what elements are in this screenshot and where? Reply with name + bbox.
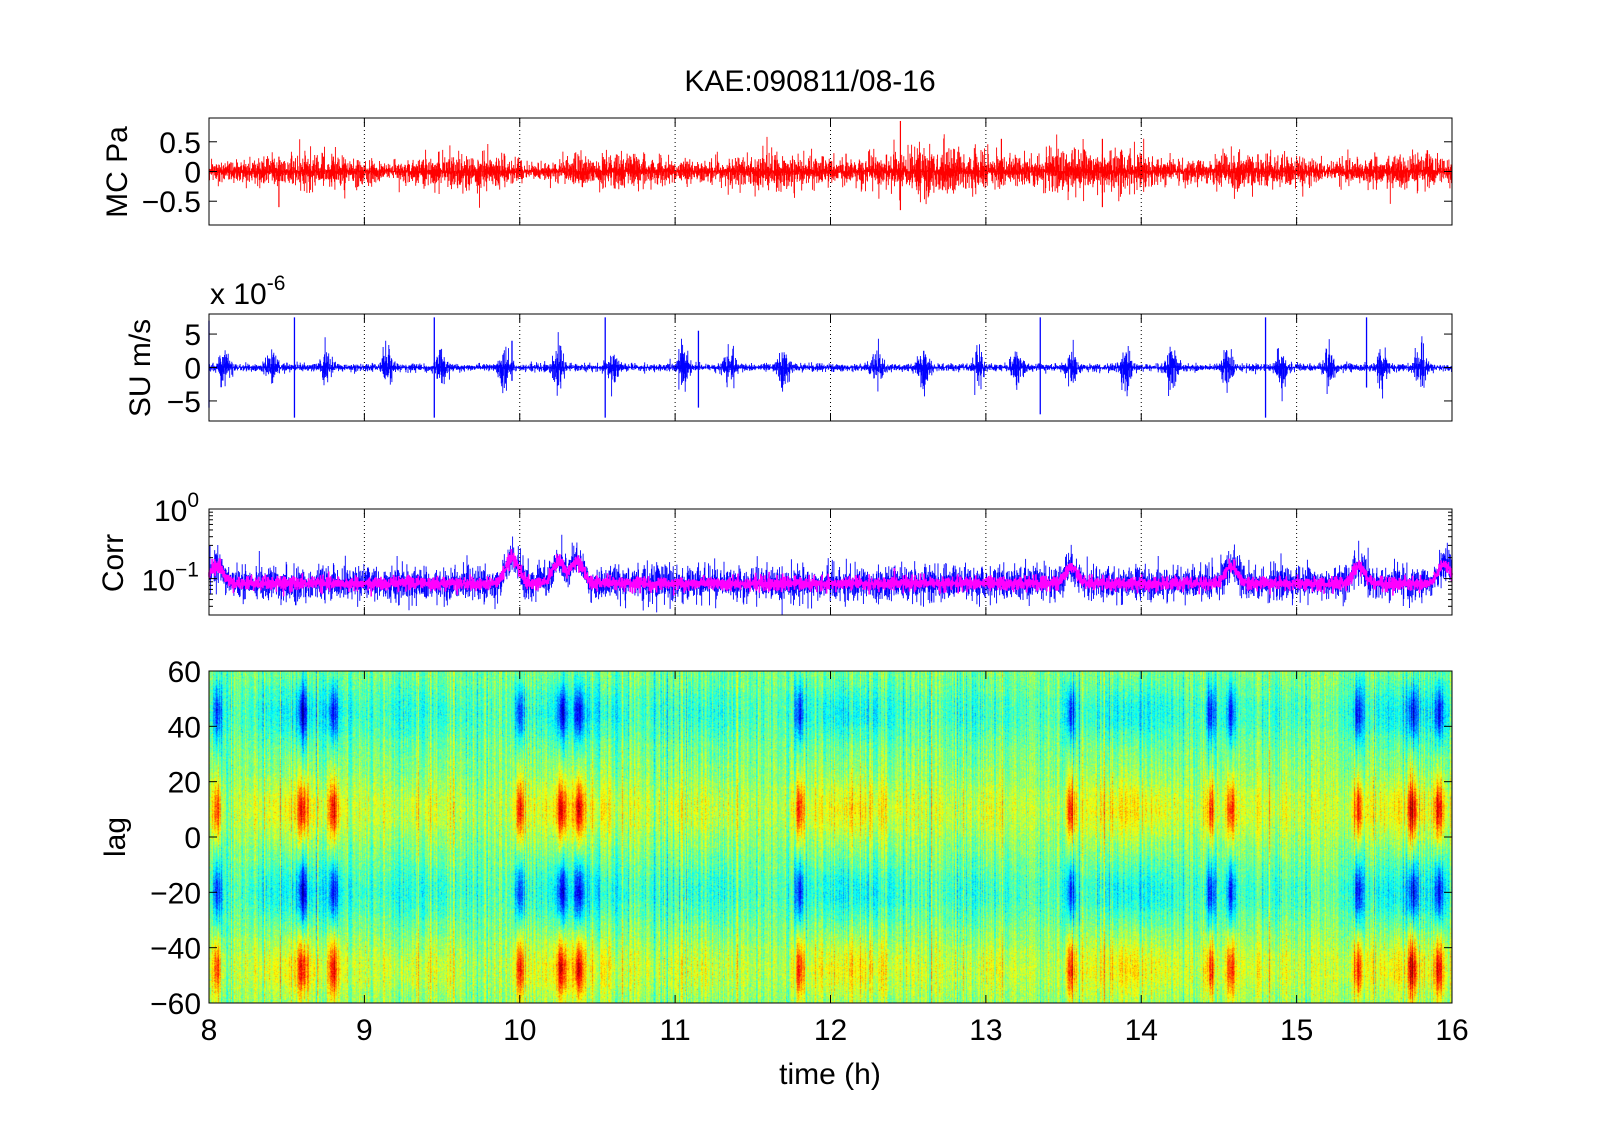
figure-title: KAE:090811/08-16 <box>684 65 935 98</box>
y-tick-label: −60 <box>150 988 201 1021</box>
y-ticks: 0.50−0.5 <box>142 127 1452 219</box>
panel-corr: 100 10−1 Corr <box>97 489 1453 616</box>
y-tick-label: 100 <box>154 489 199 528</box>
y-label: SU m/s <box>124 319 157 417</box>
x-label: time (h) <box>779 1058 881 1091</box>
x-tick-label: 8 <box>201 1014 218 1047</box>
y-label: lag <box>99 817 132 857</box>
y-tick-label: −5 <box>167 386 201 419</box>
y-tick-label: 0 <box>184 353 201 386</box>
y-label: MC Pa <box>101 126 134 218</box>
x-ticks <box>208 314 1453 421</box>
y-tick-label: 10−1 <box>142 559 199 598</box>
y-ticks: 50−5 <box>167 319 1452 419</box>
x-tick-label: 9 <box>356 1014 373 1047</box>
y-tick-label: 20 <box>168 767 201 800</box>
exponent-scale-label: x 10-6 <box>210 272 285 311</box>
x-tick-label: 16 <box>1435 1014 1468 1047</box>
y-tick-label: −0.5 <box>142 186 201 219</box>
x-ticks <box>208 671 1453 1003</box>
y-tick-label: 0 <box>184 822 201 855</box>
lag-heatmap <box>209 671 1452 1003</box>
y-label: Corr <box>97 534 130 592</box>
panel-lag-heatmap: 60 40 20 0 −20 −40 −60 8 9 10 11 12 13 14 15 16 lag ti… <box>99 656 1469 1091</box>
minor-y-ticks <box>209 511 1452 607</box>
x-tick-label: 13 <box>969 1014 1002 1047</box>
panel-su-ms: 50−5 SU m/s x 10-6 <box>124 272 1453 422</box>
y-tick-label: 40 <box>168 711 201 744</box>
y-tick-label: 0.5 <box>159 127 201 160</box>
x-ticks <box>208 509 1453 615</box>
x-tick-label: 15 <box>1280 1014 1313 1047</box>
x-tick-label: 12 <box>814 1014 847 1047</box>
y-tick-label: 5 <box>184 319 201 352</box>
y-tick-label: −40 <box>150 933 201 966</box>
x-tick-label: 11 <box>660 1014 691 1047</box>
x-grid <box>363 509 1298 615</box>
y-ticks: 60 40 20 0 −20 −40 −60 <box>150 656 1452 1021</box>
panel-mc-pa: 0.50−0.5 MC Pa <box>101 117 1453 226</box>
x-tick-label: 14 <box>1125 1014 1158 1047</box>
corr-blue-path <box>208 534 1453 615</box>
x-ticks <box>208 118 1453 225</box>
y-tick-label: 0 <box>184 157 201 190</box>
y-ticks: 100 10−1 <box>142 489 1452 598</box>
y-tick-label: −20 <box>150 877 201 910</box>
corr-trace-blue <box>208 534 1453 615</box>
y-tick-label: 60 <box>168 656 201 689</box>
x-tick-label: 10 <box>503 1014 536 1047</box>
x-tick-labels: 8 9 10 11 12 13 14 15 16 <box>201 1014 1469 1047</box>
